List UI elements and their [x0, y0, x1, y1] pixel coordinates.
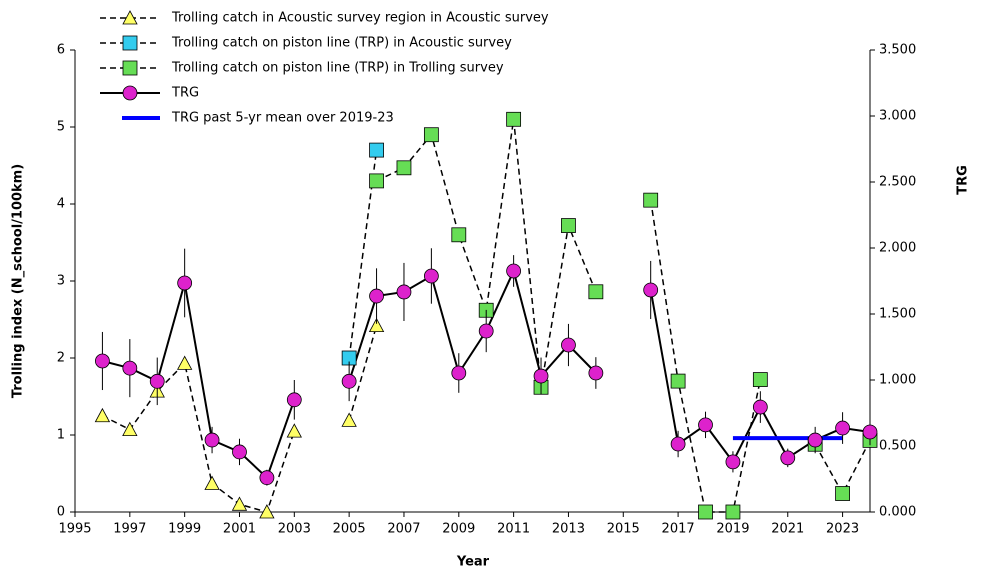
data-point [122, 421, 138, 437]
x-tick-label: 2019 [716, 522, 749, 537]
y2-tick-label: 3.000 [879, 109, 916, 124]
y2-tick-label: 0.000 [879, 505, 916, 520]
data-point [780, 450, 796, 466]
data-point [643, 282, 659, 298]
data-point [752, 372, 768, 387]
data-point [149, 373, 165, 389]
x-tick-label: 2001 [223, 522, 256, 537]
y-tick-label: 3 [57, 274, 65, 289]
x-tick-label: 2003 [278, 522, 311, 537]
x-tick-label: 2009 [442, 522, 475, 537]
data-point [369, 173, 384, 189]
x-axis-title: Year [456, 555, 490, 570]
y-tick-label: 5 [57, 120, 65, 135]
x-tick-label: 2013 [552, 522, 585, 537]
data-point [478, 323, 494, 339]
data-point [561, 337, 576, 353]
x-tick-label: 2017 [662, 522, 695, 537]
data-point [835, 486, 850, 501]
data-point [341, 373, 357, 389]
data-point [286, 392, 302, 408]
data-point [396, 284, 412, 300]
data-point [232, 444, 247, 460]
data-point [807, 432, 823, 448]
legend-label: Trolling catch on piston line (TRP) in T… [171, 61, 504, 76]
y2-tick-label: 1.500 [879, 307, 916, 322]
y2-tick-label: 2.500 [879, 175, 916, 190]
y2-tick-label: 0.500 [879, 439, 916, 454]
data-point [423, 127, 439, 143]
data-point [588, 284, 604, 300]
data-point [506, 111, 522, 127]
x-tick-label: 1999 [168, 522, 201, 537]
y-tick-label: 2 [57, 351, 65, 366]
data-point [204, 475, 220, 490]
data-point [122, 360, 138, 376]
data-point [204, 432, 220, 448]
legend-label: Trolling catch on piston line (TRP) in A… [171, 36, 512, 51]
x-tick-label: 2021 [771, 522, 804, 537]
y-tick-label: 4 [57, 197, 65, 212]
y-axis-title: Trolling index (N_school/100km) [11, 164, 26, 398]
y2-tick-label: 3.500 [879, 43, 916, 58]
legend-label: TRG past 5-yr mean over 2019-23 [171, 111, 394, 126]
data-point [670, 436, 686, 452]
data-point [725, 454, 741, 470]
x-tick-label: 2007 [387, 522, 420, 537]
data-point [561, 218, 576, 233]
legend-marker [122, 60, 138, 76]
data-point [341, 412, 357, 427]
data-point [176, 355, 193, 370]
data-point [862, 424, 878, 440]
data-point [698, 504, 713, 520]
y2-tick-label: 2.000 [879, 241, 916, 256]
y-tick-label: 0 [57, 505, 65, 520]
data-point [396, 160, 412, 176]
x-tick-label: 2023 [826, 522, 859, 537]
data-point [259, 470, 275, 486]
y2-tick-label: 1.000 [879, 373, 916, 388]
y-tick-label: 1 [57, 428, 65, 443]
data-point [369, 288, 384, 304]
data-point [95, 353, 110, 369]
data-point [231, 496, 248, 511]
data-point [369, 142, 384, 158]
data-point [94, 407, 111, 423]
legend-marker [122, 35, 138, 51]
data-point [752, 399, 768, 415]
data-point [368, 317, 385, 333]
data-point [835, 420, 850, 436]
data-point [588, 365, 604, 381]
data-point [451, 227, 467, 243]
x-tick-label: 1997 [113, 522, 146, 537]
x-tick-label: 2005 [333, 522, 366, 537]
data-point [670, 373, 686, 389]
series-line [102, 325, 378, 513]
data-point [451, 365, 467, 381]
x-tick-label: 1995 [58, 522, 91, 537]
series-line [376, 119, 871, 513]
data-point [259, 504, 275, 519]
data-point [533, 368, 549, 384]
data-point [286, 423, 302, 438]
data-point [643, 192, 659, 208]
x-tick-label: 2015 [607, 522, 640, 537]
legend-label: TRG [171, 86, 199, 101]
y2-axis-title: TRG [956, 165, 971, 195]
legend-label: Trolling catch in Acoustic survey region… [171, 11, 549, 26]
y-tick-label: 6 [57, 43, 65, 58]
data-point [506, 263, 522, 279]
x-tick-label: 2011 [497, 522, 530, 537]
legend-marker [122, 10, 138, 25]
legend-marker [122, 85, 138, 101]
data-point [725, 504, 741, 520]
data-point [177, 275, 193, 291]
data-point [698, 417, 713, 433]
data-point [423, 268, 439, 284]
